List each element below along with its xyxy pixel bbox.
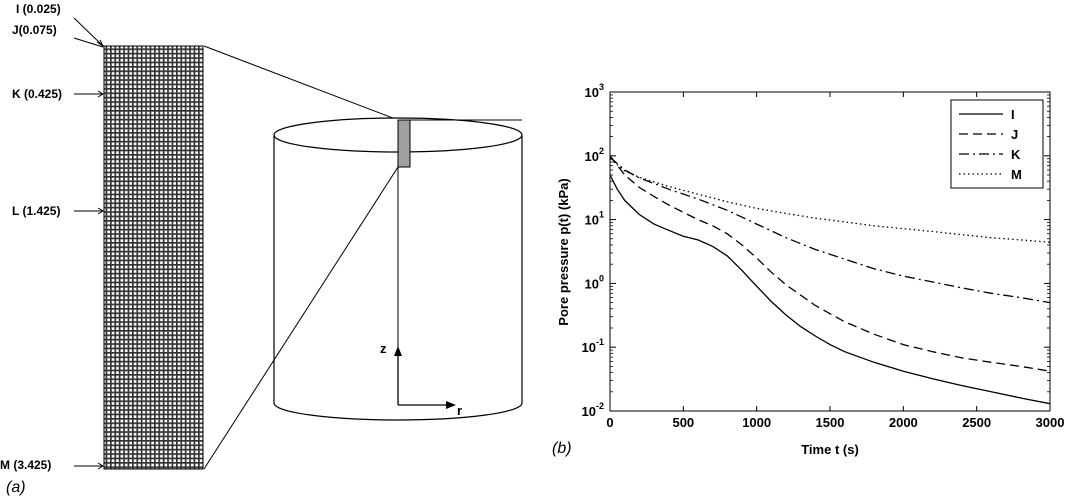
mesh-label-k: K (0.425) <box>12 87 63 101</box>
x-tick-label: 500 <box>672 415 694 430</box>
legend-label: I <box>1011 107 1015 122</box>
mesh-label-l: L (1.425) <box>12 204 61 218</box>
x-tick-label: 1000 <box>742 415 771 430</box>
y-tick-label: 100 <box>585 273 604 291</box>
y-tick-label: 10-2 <box>582 401 604 419</box>
x-tick-label: 2000 <box>889 415 918 430</box>
series-line-j <box>609 155 1051 372</box>
mesh-label-j: J(0.075) <box>12 23 57 37</box>
series-line-i <box>609 174 1051 405</box>
legend-label: M <box>1011 167 1022 182</box>
x-tick-label: 2500 <box>962 415 991 430</box>
y-tick-label: 101 <box>585 210 604 228</box>
mesh-label-i: I (0.025) <box>16 2 61 16</box>
legend-box <box>950 99 1044 189</box>
legend-label: K <box>1011 147 1021 162</box>
y-tick-label: 103 <box>585 82 604 100</box>
panel-b-tag: (b) <box>552 440 572 457</box>
x-tick-label: 3000 <box>1036 415 1065 430</box>
x-axis-title: Time t (s) <box>801 442 859 457</box>
mesh-label-m: M (3.425) <box>0 458 52 472</box>
y-tick-label: 102 <box>585 146 604 164</box>
y-axis-title: Pore pressure p(t) (kPa) <box>556 178 571 325</box>
series-line-k <box>609 156 1051 304</box>
y-tick-label: 10-1 <box>582 337 604 355</box>
x-tick-label: 0 <box>606 415 613 430</box>
x-tick-label: 1500 <box>816 415 845 430</box>
legend-label: J <box>1011 127 1018 142</box>
panel-a-tag: (a) <box>6 479 26 496</box>
